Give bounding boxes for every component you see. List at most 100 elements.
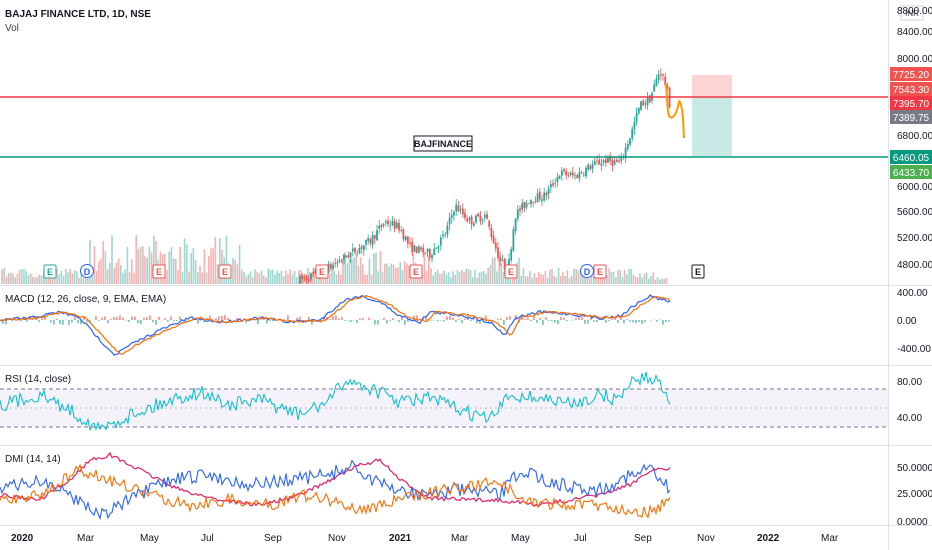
macd-title: MACD (12, 26, close, 9, EMA, EMA) — [5, 294, 166, 305]
candle-body — [472, 223, 475, 227]
price-badge: 7543.30 — [893, 85, 930, 96]
macd-hist-bar — [539, 317, 541, 320]
volume-bar — [186, 244, 188, 284]
volume-bar — [315, 275, 318, 284]
candle-body — [424, 252, 427, 254]
macd-hist-bar — [350, 320, 352, 323]
candle-body — [604, 159, 607, 164]
candle-body — [483, 214, 486, 218]
event-marker-earnings[interactable]: E — [43, 264, 57, 279]
macd-hist-bar — [488, 320, 490, 324]
volume-bar — [623, 269, 626, 284]
volume-bar — [531, 277, 533, 284]
macd-hist-bar — [23, 316, 25, 320]
volume-bar — [392, 264, 395, 284]
volume-bar — [289, 269, 291, 284]
event-marker-earnings[interactable]: E — [504, 264, 518, 279]
macd-hist-bar — [95, 315, 97, 320]
macd-hist-bar — [500, 318, 502, 320]
rsi-band — [0, 389, 888, 427]
event-marker-earnings[interactable]: E — [409, 264, 423, 279]
volume-bar — [14, 277, 16, 284]
projection-curve[interactable] — [665, 83, 685, 139]
macd-hist-bar — [542, 320, 544, 325]
volume-bar — [1, 269, 3, 284]
dmi-tick: 25.0000 — [897, 489, 932, 500]
event-marker-dividend[interactable]: D — [80, 264, 94, 278]
macd-hist-bar — [107, 320, 109, 324]
macd-hist-bar — [293, 320, 295, 322]
symbol-annotation[interactable]: BAJFINANCE — [413, 135, 473, 152]
macd-hist-bar — [44, 316, 46, 320]
svg-text:D: D — [84, 267, 91, 277]
macd-hist-bar — [593, 320, 595, 322]
macd-hist-bar — [581, 316, 583, 320]
macd-hist-bar — [164, 318, 166, 320]
volume-bar — [241, 269, 243, 284]
volume-bar — [450, 277, 452, 284]
candle-body — [633, 122, 636, 130]
macd-hist-bar — [386, 320, 388, 324]
volume-bar — [137, 248, 140, 284]
candle-body — [657, 74, 660, 80]
macd-hist-bar — [560, 317, 562, 320]
volume-bar — [546, 277, 549, 284]
time-tick: 2021 — [389, 533, 412, 544]
volume-bar — [364, 274, 366, 284]
event-marker-earnings[interactable]: E — [315, 264, 329, 279]
position-tool[interactable] — [692, 75, 732, 156]
candle-body — [329, 264, 332, 269]
event-marker-earnings[interactable]: E — [152, 264, 166, 279]
volume-bar — [219, 238, 221, 284]
macd-hist-bar — [203, 320, 205, 323]
candle-body — [453, 212, 455, 216]
candle-body — [332, 264, 334, 269]
volume-bar — [329, 273, 331, 284]
volume-bar — [436, 269, 439, 284]
volume-bar — [320, 276, 322, 284]
price-tick: 8400.00 — [897, 27, 932, 38]
macd-hist-bar — [635, 320, 637, 324]
volume-bar — [168, 251, 170, 284]
candle-body — [393, 220, 396, 230]
candle-body — [347, 255, 350, 258]
macd-hist-bar — [269, 320, 271, 321]
volume-bar — [637, 277, 639, 284]
volume-bar — [342, 257, 344, 284]
volume-bar — [463, 272, 465, 284]
price-badge: 7725.20 — [893, 70, 930, 81]
event-marker-earnings[interactable]: E — [593, 264, 607, 279]
volume-bar — [269, 269, 272, 284]
volume-bar — [128, 271, 131, 284]
volume-bar — [304, 275, 307, 284]
candle-body — [585, 167, 587, 177]
volume-bar — [520, 275, 522, 284]
time-axis[interactable]: 2020 Mar May Jul Sep Nov 2021 Mar May Ju… — [11, 533, 839, 544]
volume-bar — [401, 270, 404, 284]
volume-bar — [124, 269, 126, 284]
volume-bar — [665, 278, 668, 284]
volume-bar — [390, 263, 393, 284]
volume-bar — [452, 271, 454, 284]
macd-hist-bar — [272, 320, 274, 322]
price-tick: 4800.00 — [897, 260, 932, 271]
candle-body — [631, 129, 634, 139]
volume-bar — [98, 261, 100, 284]
candle-body — [620, 156, 623, 161]
price-axis[interactable]: 8800.00 8400.00 8000.00 6800.00 6000.00 … — [897, 6, 932, 271]
currency-badge[interactable]: INR — [900, 5, 924, 21]
event-marker-earnings[interactable]: E — [218, 264, 232, 279]
volume-bar — [408, 265, 410, 284]
event-marker-earnings[interactable]: E — [691, 264, 705, 279]
candle-body — [637, 107, 640, 114]
macd-hist-bar — [506, 317, 508, 320]
candle-body — [384, 221, 387, 223]
volume-bar — [485, 273, 487, 284]
candle-body — [426, 248, 429, 253]
macd-hist-bar — [551, 320, 553, 322]
volume-bar — [95, 270, 98, 284]
macd-hist-bar — [479, 320, 481, 324]
event-marker-dividend[interactable]: D — [580, 264, 594, 278]
candle-body — [431, 255, 433, 259]
